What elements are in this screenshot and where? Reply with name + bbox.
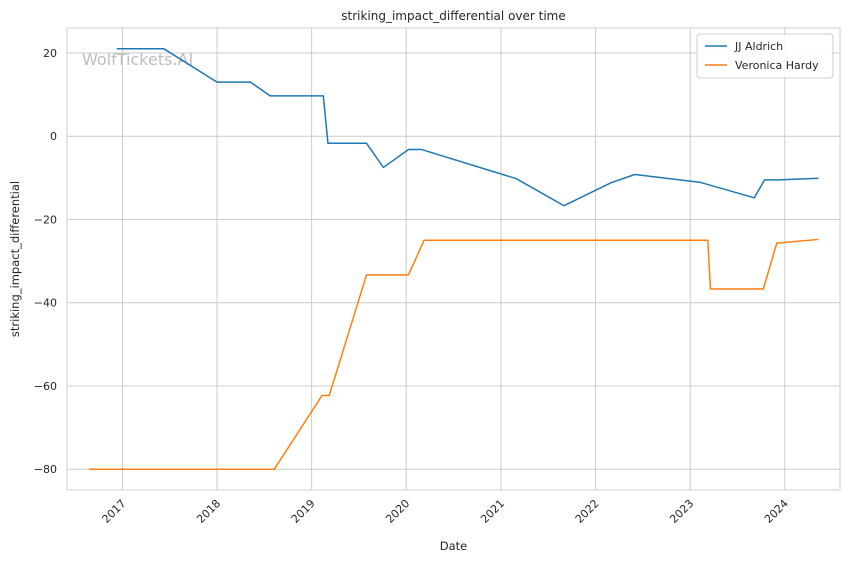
series-line-0: [116, 48, 819, 207]
y-gridlines: [67, 52, 840, 470]
legend: JJ Aldrich Veronica Hardy: [696, 33, 834, 79]
legend-box: [696, 33, 834, 79]
x-tick-label: 2017: [100, 497, 129, 526]
x-tick-label: 2019: [289, 497, 318, 526]
x-tick-label: 2020: [383, 497, 412, 526]
x-tick-label: 2022: [573, 497, 602, 526]
chart-title: striking_impact_differential over time: [341, 9, 566, 23]
y-tick-label: −80: [34, 463, 57, 476]
x-gridlines: [121, 28, 786, 490]
legend-label-1: Veronica Hardy: [735, 59, 819, 72]
y-tick-label: −60: [34, 380, 57, 393]
y-tick-label: 0: [50, 130, 57, 143]
x-tick-label: 2023: [667, 497, 696, 526]
y-tick-label: −20: [34, 213, 57, 226]
plot-frame: [66, 27, 841, 491]
y-tick-label: −40: [34, 297, 57, 310]
y-tick-label: 20: [43, 47, 57, 60]
y-tick-labels: 20 0 −20 −40 −60 −80: [34, 47, 57, 476]
legend-label-0: JJ Aldrich: [734, 40, 783, 53]
watermark-text: WolfTickets.AI: [82, 50, 193, 69]
series-line-1: [89, 238, 819, 470]
x-tick-labels: 2017 2018 2019 2020 2021 2022 2023 2024: [100, 497, 791, 526]
x-tick-label: 2018: [194, 497, 223, 526]
y-axis-label: striking_impact_differential: [8, 181, 22, 337]
series-lines: [89, 48, 819, 470]
x-axis-label: Date: [440, 539, 468, 553]
x-tick-label: 2021: [478, 497, 507, 526]
x-tick-label: 2024: [762, 497, 791, 526]
